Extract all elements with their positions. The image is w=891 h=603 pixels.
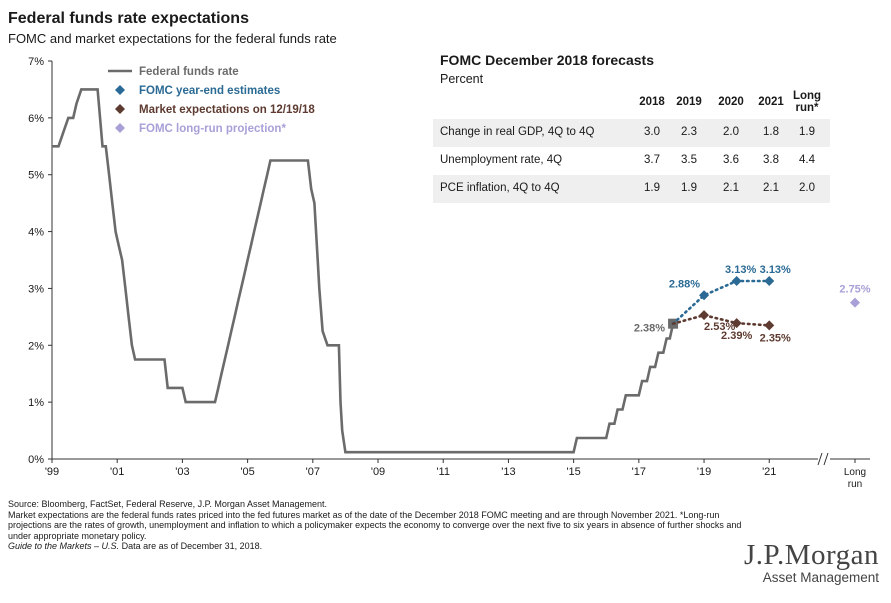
axis-break-mark: [817, 452, 823, 466]
footer-notes: Source: Bloomberg, FactSet, Federal Rese…: [8, 499, 748, 552]
data-label-fomc: 3.13%: [725, 264, 756, 276]
x-tick-label: '01: [110, 466, 124, 478]
y-tick-label: 5%: [28, 170, 44, 182]
x-tick-label: '11: [436, 466, 450, 478]
table-row-pce: PCE inflation, 4Q to 4Q 1.9 1.9 2.1 2.1 …: [433, 175, 830, 203]
table-cell: 3.5: [681, 154, 697, 166]
table-cell: 2.1: [763, 182, 779, 194]
chart-plot: 0% 1% 2% 3% 4% 5% 6% 7% '99 '01 '03 '05 '07 '09 '11 '13…: [28, 56, 871, 490]
legend-swatch-diamond: [115, 104, 125, 114]
series-line-federal-funds-rate: [52, 88, 675, 454]
x-tick-label: '19: [697, 466, 711, 478]
x-tick-label: '15: [566, 466, 580, 478]
table-row-label: Change in real GDP, 4Q to 4Q: [440, 126, 595, 138]
data-point-long-run: [850, 297, 860, 308]
footer-note: Market expectations are the federal fund…: [8, 509, 742, 541]
table-row-label: Unemployment rate, 4Q: [440, 154, 563, 166]
data-point-fomc: [731, 276, 742, 287]
series-line-market-expectations: [671, 313, 771, 327]
table-cell: 3.0: [644, 126, 660, 138]
footer-source: Source: Bloomberg, FactSet, Federal Rese…: [8, 499, 327, 509]
table-header-2018: 2018: [639, 96, 665, 108]
data-point-market: [731, 318, 742, 329]
table-cell: 3.6: [723, 154, 739, 166]
table-cell: 2.3: [681, 126, 697, 138]
table-cell: 2.0: [723, 126, 739, 138]
jpmorgan-logo: J.P.Morgan Asset Management: [744, 540, 879, 586]
y-tick-label: 0%: [28, 454, 44, 466]
chart-title: Federal funds rate expectations: [8, 10, 249, 27]
y-tick-label: 6%: [28, 113, 44, 125]
x-tick-label: '17: [632, 466, 646, 478]
footer-guide-line: Guide to the Markets – U.S. Data are as …: [8, 541, 748, 552]
table-cell: 2.0: [799, 182, 815, 194]
data-point-fomc: [699, 290, 710, 301]
series-line-fomc-estimates: [671, 279, 771, 326]
data-point-market: [764, 320, 775, 331]
x-tick-label: '07: [306, 466, 320, 478]
y-tick-label: 4%: [28, 227, 44, 239]
table-row-unemployment: Unemployment rate, 4Q 3.7 3.5 3.6 3.8 4.…: [433, 147, 830, 175]
table-header-long-run: Long run*: [789, 90, 825, 114]
chart-subtitle: FOMC and market expectations for the fed…: [8, 31, 337, 46]
x-tick-label: '99: [45, 466, 59, 478]
legend-label: Market expectations on 12/19/18: [139, 104, 315, 116]
data-point-market: [699, 310, 710, 321]
table-row-gdp: Change in real GDP, 4Q to 4Q 3.0 2.3 2.0…: [433, 119, 830, 147]
data-label-fomc: 2.88%: [669, 278, 700, 290]
x-tick-label: '03: [175, 466, 189, 478]
logo-sub: Asset Management: [762, 570, 879, 585]
table-cell: 1.9: [644, 182, 660, 194]
y-tick-label: 3%: [28, 283, 44, 295]
x-tick-label-long: Long: [844, 467, 866, 478]
legend-swatch-diamond: [115, 123, 125, 133]
table-header-run: run*: [795, 102, 819, 114]
table-header-long: Long: [792, 90, 822, 102]
x-tick-label-run: run: [848, 479, 862, 490]
table-unit: Percent: [440, 72, 484, 86]
axis-break-mark: [823, 452, 829, 466]
data-label-fomc: 3.13%: [760, 264, 791, 276]
fomc-forecast-table: FOMC December 2018 forecasts Percent 201…: [433, 46, 830, 209]
table-header-2020: 2020: [718, 96, 744, 108]
table-cell: 3.8: [763, 154, 779, 166]
x-tick-label: '05: [240, 466, 254, 478]
table-cell: 4.4: [799, 154, 815, 166]
current-rate-label: 2.38%: [634, 323, 665, 335]
y-tick-label: 1%: [28, 397, 44, 409]
table-header-2021: 2021: [758, 96, 784, 108]
data-label-market: 2.39%: [721, 330, 752, 342]
data-label-market: 2.35%: [760, 332, 791, 344]
table-cell: 3.7: [644, 154, 660, 166]
x-tick-label: '21: [762, 466, 776, 478]
legend-label: Federal funds rate: [139, 66, 239, 78]
footer-date: Data are as of December 31, 2018.: [119, 541, 263, 552]
y-tick-label: 2%: [28, 340, 44, 352]
legend-label: FOMC long-run projection*: [139, 123, 286, 135]
table-cell: 1.8: [763, 126, 779, 138]
footer-guide: Guide to the Markets – U.S.: [8, 541, 120, 552]
data-label-long-run: 2.75%: [839, 284, 870, 296]
legend-label: FOMC year-end estimates: [139, 85, 280, 97]
table-row-label: PCE inflation, 4Q to 4Q: [440, 182, 560, 194]
x-tick-label: '13: [501, 466, 515, 478]
table-header-2019: 2019: [676, 96, 702, 108]
table-cell: 1.9: [799, 126, 815, 138]
table-cell: 1.9: [681, 182, 697, 194]
table-title: FOMC December 2018 forecasts: [440, 52, 654, 68]
data-point-fomc: [764, 276, 775, 287]
table-cell: 2.1: [723, 182, 739, 194]
data-label-market: 2.53%: [704, 321, 735, 333]
y-tick-label: 7%: [28, 56, 44, 68]
legend-swatch-diamond: [115, 85, 125, 95]
x-tick-label: '09: [371, 466, 385, 478]
logo-main: J.P.Morgan: [744, 539, 879, 571]
